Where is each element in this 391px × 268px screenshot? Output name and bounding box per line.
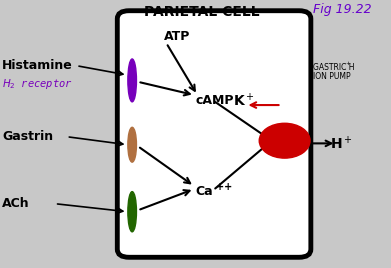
Text: ACh: ACh: [2, 197, 30, 210]
Circle shape: [259, 123, 310, 158]
Text: ION PUMP: ION PUMP: [313, 72, 350, 81]
Text: ATP: ATP: [164, 30, 190, 43]
Text: cAMP: cAMP: [196, 94, 234, 107]
Text: K$^+$: K$^+$: [233, 92, 255, 109]
Text: Gastrin: Gastrin: [2, 130, 53, 143]
Text: $H_2$ receptor: $H_2$ receptor: [2, 77, 73, 91]
Ellipse shape: [128, 59, 136, 102]
Text: PARIETAL CELL: PARIETAL CELL: [143, 5, 259, 19]
Text: ++: ++: [216, 182, 232, 192]
Ellipse shape: [128, 127, 136, 162]
Ellipse shape: [128, 192, 136, 232]
Text: Fig 19.22: Fig 19.22: [313, 3, 371, 16]
Text: GASTRIC H: GASTRIC H: [313, 62, 354, 72]
Text: H$^+$: H$^+$: [330, 135, 353, 152]
Text: Histamine: Histamine: [2, 59, 73, 72]
Text: Ca: Ca: [196, 185, 213, 198]
Text: +: +: [345, 61, 350, 66]
FancyBboxPatch shape: [117, 11, 311, 257]
